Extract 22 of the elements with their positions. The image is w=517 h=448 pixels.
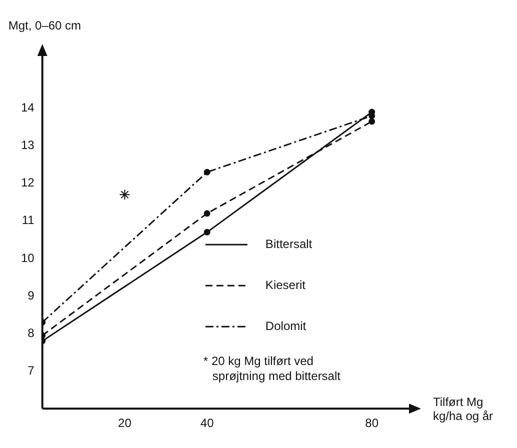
- y-tick-label: 10: [20, 250, 35, 265]
- y-tick-label: 9: [28, 288, 35, 302]
- legend-label: Dolomit: [265, 318, 307, 333]
- legend-label: Kieserit: [265, 278, 306, 292]
- x-tick-label: 80: [365, 416, 379, 430]
- point: [204, 168, 210, 176]
- x-tick-label: 20: [118, 416, 132, 430]
- y-tick-label: 7: [28, 363, 35, 378]
- point: [204, 228, 210, 236]
- x-axis-title: Tilført Mg kg/ha og år: [433, 394, 494, 423]
- y-tick-label: 14: [20, 100, 35, 115]
- legend-label: Bittersalt: [265, 236, 313, 251]
- y-tick-label: 8: [28, 326, 35, 340]
- point: [119, 189, 130, 200]
- y-tick-label: 11: [22, 213, 35, 228]
- y-tick-label: 13: [20, 138, 35, 152]
- y-tick-label: 12: [20, 176, 35, 190]
- x-tick-label: 40: [200, 416, 214, 430]
- y-axis-title: Mgt, 0–60 cm: [8, 18, 82, 32]
- point: [368, 118, 376, 125]
- annotation: * 20 kg Mg tilført ved sprøjtning med bittersalt: [203, 354, 342, 383]
- point: [204, 210, 210, 217]
